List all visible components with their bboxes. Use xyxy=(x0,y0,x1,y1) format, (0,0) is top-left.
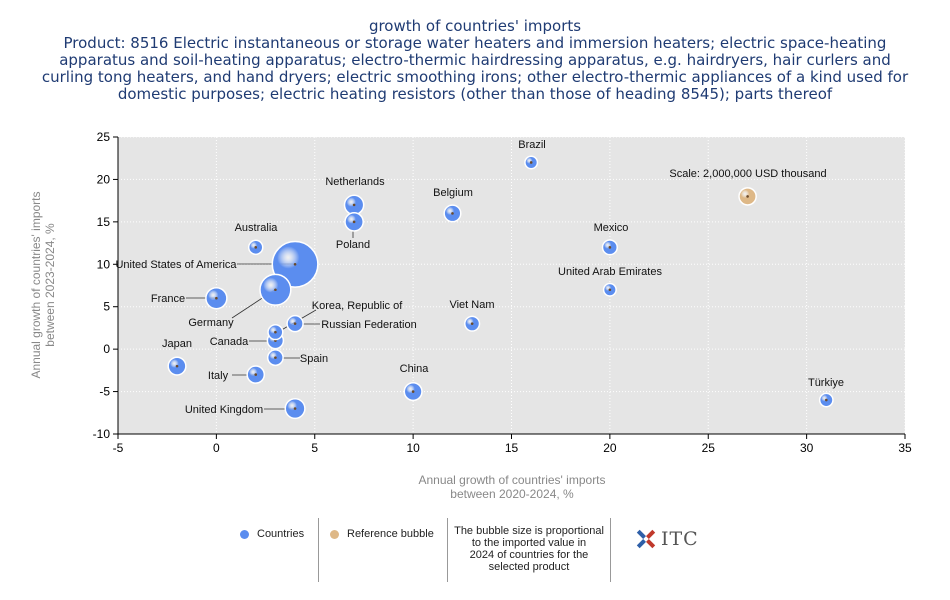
legend-note-line: selected product xyxy=(488,561,570,573)
legend-reference-label: Reference bubble xyxy=(347,528,434,540)
y-tick-label: 10 xyxy=(97,257,111,271)
x-tick-label: 20 xyxy=(603,441,617,455)
bubble-center-dot xyxy=(746,195,749,198)
chart-title: growth of countries' imports Product: 85… xyxy=(0,18,950,103)
bubble-center-dot xyxy=(293,262,297,266)
itc-logo-icon xyxy=(636,529,656,549)
bubble-label: Spain xyxy=(300,353,328,365)
bubble-label: France xyxy=(151,293,185,305)
y-tick-label: 0 xyxy=(103,342,110,356)
chart-subtitle-line: Product: 8516 Electric instantaneous or … xyxy=(63,34,887,52)
bubble-center-dot xyxy=(215,296,218,300)
bubble-label: Scale: 2,000,000 USD thousand xyxy=(669,168,826,180)
itc-logo-text: ITC xyxy=(661,528,699,550)
legend-divider xyxy=(610,518,611,582)
x-tick-label: 25 xyxy=(702,441,716,455)
bubble-label: Korea, Republic of xyxy=(312,300,403,312)
bubble-center-dot xyxy=(451,212,454,215)
y-tick-label: 20 xyxy=(97,172,111,186)
legend-note-line: The bubble size is proportional xyxy=(454,525,604,537)
legend-reference[interactable]: Reference bubble xyxy=(330,528,434,540)
bubble-label: Germany xyxy=(188,317,234,329)
bubble-center-dot xyxy=(293,407,297,410)
bubble-center-dot xyxy=(352,203,356,207)
bubble-label: Mexico xyxy=(594,222,629,234)
bubble-center-dot xyxy=(293,322,297,325)
bubble-center-dot xyxy=(529,161,533,164)
x-tick-label: 35 xyxy=(898,441,912,455)
legend-divider xyxy=(447,518,448,582)
chart-title-line: growth of countries' imports xyxy=(368,17,582,35)
legend-reference-marker xyxy=(330,529,339,539)
bubble-center-dot xyxy=(411,390,415,393)
legend-divider xyxy=(318,518,319,582)
legend-note-line: to the imported value in xyxy=(471,537,587,549)
y-tick-label: -5 xyxy=(99,385,110,399)
y-axis-label: between 2023-2024, % xyxy=(43,223,57,347)
chart-subtitle-line: curling tong heaters, and hand dryers; e… xyxy=(41,68,909,86)
chart-subtitle-line: apparatus and soil-heating apparatus; el… xyxy=(59,51,891,69)
x-tick-label: 15 xyxy=(505,441,519,455)
legend-countries-marker xyxy=(240,529,249,539)
bubble-label: China xyxy=(400,363,430,375)
plot-area xyxy=(118,137,905,434)
bubble-label: Canada xyxy=(210,336,249,348)
bubble-label: Poland xyxy=(336,239,370,251)
x-axis-label: Annual growth of countries' imports xyxy=(418,473,605,487)
legend-note-line: 2024 of countries for the xyxy=(469,549,589,561)
chart-subtitle-line: domestic purposes; electric heating resi… xyxy=(117,85,833,103)
x-tick-label: -5 xyxy=(113,441,124,455)
bubble-label: Türkiye xyxy=(808,377,844,389)
bubble-center-dot xyxy=(470,322,474,325)
bubble-center-dot xyxy=(274,288,277,292)
bubble-label: Australia xyxy=(235,222,279,234)
bubble-center-dot xyxy=(254,246,258,249)
bubble-center-dot xyxy=(175,364,179,368)
y-tick-label: -10 xyxy=(93,427,111,441)
bubble-label: Netherlands xyxy=(325,176,385,188)
x-tick-label: 0 xyxy=(213,441,220,455)
bubble-center-dot xyxy=(608,288,612,292)
bubble-label: United Arab Emirates xyxy=(558,266,662,278)
bubble-center-dot xyxy=(608,246,612,249)
bubble-label: United States of America xyxy=(115,259,237,271)
x-tick-label: 10 xyxy=(406,441,420,455)
legend-countries-label: Countries xyxy=(257,528,305,540)
y-tick-label: 15 xyxy=(97,215,111,229)
bubble-label: Brazil xyxy=(518,139,546,151)
y-axis-label: Annual growth of countries' imports xyxy=(29,191,43,378)
bubble-label: Japan xyxy=(162,338,192,350)
x-axis-label: between 2020-2024, % xyxy=(450,487,574,501)
x-tick-label: 5 xyxy=(311,441,318,455)
bubble-center-dot xyxy=(352,220,356,224)
bubble-center-dot xyxy=(254,373,258,376)
bubble-label: United Kingdom xyxy=(185,404,263,416)
legend-note: The bubble size is proportional to the i… xyxy=(450,525,608,573)
bubble-center-dot xyxy=(274,330,277,334)
bubble-label: Russian Federation xyxy=(321,319,416,331)
bubble-label: Italy xyxy=(208,370,229,382)
y-tick-label: 5 xyxy=(103,300,110,314)
legend-countries[interactable]: Countries xyxy=(240,528,304,540)
bubble-center-dot xyxy=(825,398,828,402)
bubble-label: Viet Nam xyxy=(449,299,494,311)
bubble-center-dot xyxy=(274,356,277,359)
y-tick-label: 25 xyxy=(97,130,111,144)
bubbles xyxy=(167,155,834,420)
bubble-label: Belgium xyxy=(433,187,473,199)
itc-logo: ITC xyxy=(633,526,698,554)
x-tick-label: 30 xyxy=(800,441,814,455)
